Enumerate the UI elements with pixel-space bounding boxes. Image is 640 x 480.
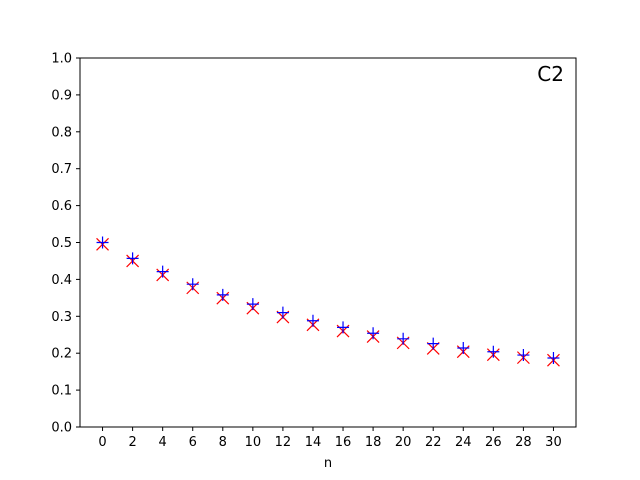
y-tick-label: 0.0 <box>51 421 72 436</box>
plus-marker <box>276 306 289 319</box>
plus-marker <box>367 327 380 340</box>
x-tick-label: 14 <box>305 435 322 450</box>
y-tick-label: 0.3 <box>51 310 72 325</box>
plus-marker <box>126 252 139 265</box>
plus-marker <box>457 342 470 355</box>
x-tick-label: 28 <box>515 435 532 450</box>
y-tick-label: 0.4 <box>51 273 72 288</box>
x-axis-label: n <box>324 456 332 471</box>
x-tick-label: 6 <box>189 435 197 450</box>
y-tick-label: 0.9 <box>51 88 72 103</box>
axis-ticks: 0 2 4 6 8 10 12 14 16 18 20 22 24 26 28 300.00.10.20.30… <box>51 52 561 451</box>
x-tick-label: 0 <box>98 435 106 450</box>
x-tick-label: 22 <box>425 435 442 450</box>
plus-marker <box>397 332 410 345</box>
y-tick-label: 0.6 <box>51 199 72 214</box>
y-tick-label: 0.2 <box>51 347 72 362</box>
x-tick-label: 10 <box>245 435 262 450</box>
plot-frame <box>79 57 577 428</box>
y-tick-label: 1.0 <box>51 52 72 67</box>
x-tick-label: 30 <box>545 435 562 450</box>
x-tick-label: 18 <box>365 435 382 450</box>
plus-marker <box>427 337 440 350</box>
data-marks <box>96 236 560 367</box>
plus-marker <box>306 314 319 327</box>
plus-marker <box>96 236 109 249</box>
plus-marker <box>517 349 530 362</box>
plot-area <box>79 57 577 428</box>
x-tick-label: 12 <box>275 435 292 450</box>
chart-annotation: C2 <box>537 62 564 86</box>
x-tick-label: 16 <box>335 435 352 450</box>
x-tick-label: 26 <box>485 435 502 450</box>
plus-marker <box>156 265 169 278</box>
x-tick-label: 24 <box>455 435 472 450</box>
y-tick-label: 0.8 <box>51 125 72 140</box>
plus-marker <box>487 345 500 358</box>
plus-marker <box>216 288 229 301</box>
x-tick-label: 4 <box>159 435 167 450</box>
y-tick-label: 0.7 <box>51 162 72 177</box>
x-tick-label: 2 <box>128 435 136 450</box>
plus-marker <box>246 298 259 311</box>
y-tick-label: 0.1 <box>51 384 72 399</box>
x-tick-label: 20 <box>395 435 412 450</box>
plus-marker <box>337 321 350 334</box>
plus-marker <box>547 351 560 364</box>
y-tick-label: 0.5 <box>51 236 72 251</box>
x-tick-label: 8 <box>219 435 227 450</box>
plus-marker <box>186 278 199 291</box>
